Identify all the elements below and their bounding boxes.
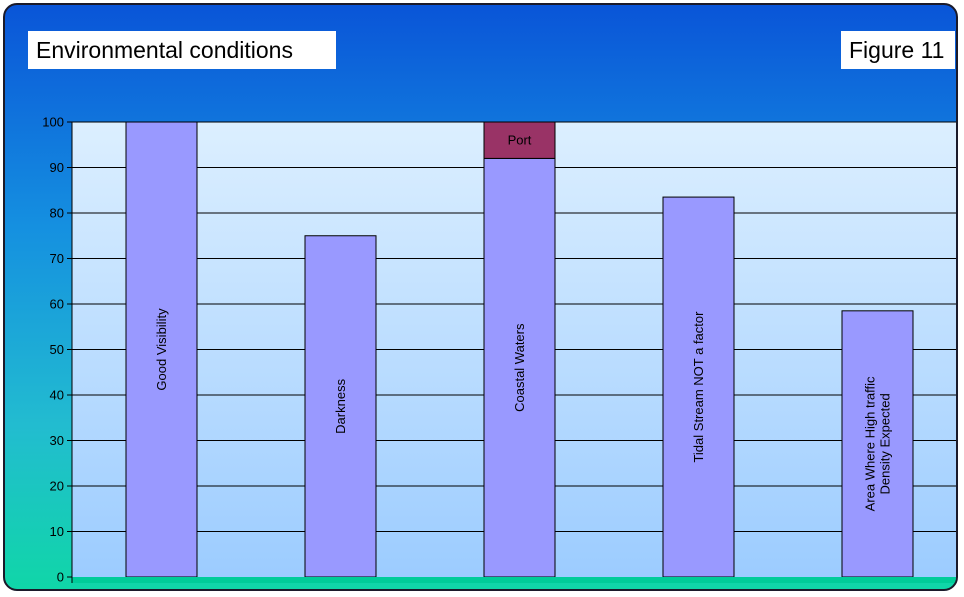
bar-segment-port: [483, 121, 556, 159]
bar-category-label: Coastal Waters: [512, 323, 527, 412]
bar-category-label: Good Visibility: [154, 308, 169, 391]
bar-category-label-line: Darkness: [333, 378, 348, 433]
bar-category-label-line: Coastal Waters: [512, 323, 527, 412]
bar-category-label: Area Where High trafficDensity Expected: [863, 376, 893, 511]
bar-category-label: Darkness: [333, 378, 348, 433]
bar: [841, 310, 914, 578]
bar-category-label-line: Good Visibility: [154, 308, 169, 391]
bar-category-label-line: Area Where High traffic: [863, 376, 878, 511]
bar-chart: Good Visibility Darkness Port Coastal Water…: [42, 115, 956, 585]
y-tick-label: 30: [50, 433, 64, 448]
figure-label: Figure 11: [841, 31, 955, 69]
y-tick-label: 10: [50, 524, 64, 539]
y-tick-label: 20: [50, 479, 64, 494]
chart-title: Environmental conditions: [28, 31, 336, 69]
bar: [304, 235, 377, 578]
bar-category-label-line: Density Expected: [878, 393, 893, 494]
y-tick-label: 70: [50, 251, 64, 266]
y-tick-label: 40: [50, 388, 64, 403]
y-tick-label: 0: [57, 570, 64, 585]
bar-category-label: Tidal Stream NOT a factor: [691, 311, 706, 463]
y-tick-label: 50: [50, 342, 64, 357]
bar-category-label-line: Tidal Stream NOT a factor: [691, 311, 706, 463]
y-tick-label: 90: [50, 160, 64, 175]
y-tick-label: 80: [50, 206, 64, 221]
bars: Good Visibility Darkness Port Coastal Water…: [125, 121, 914, 578]
y-tick-label: 100: [42, 115, 64, 130]
y-axis: 0 10 20 30 40 50 60 70 80 90 100: [42, 115, 956, 585]
bar-segment-label: Port: [508, 133, 532, 148]
y-tick-label: 60: [50, 297, 64, 312]
chart-background: Good Visibility Darkness Port Coastal Water…: [3, 3, 958, 591]
chart-floor: [72, 577, 956, 583]
bar: [662, 196, 735, 578]
bar: [125, 121, 198, 578]
